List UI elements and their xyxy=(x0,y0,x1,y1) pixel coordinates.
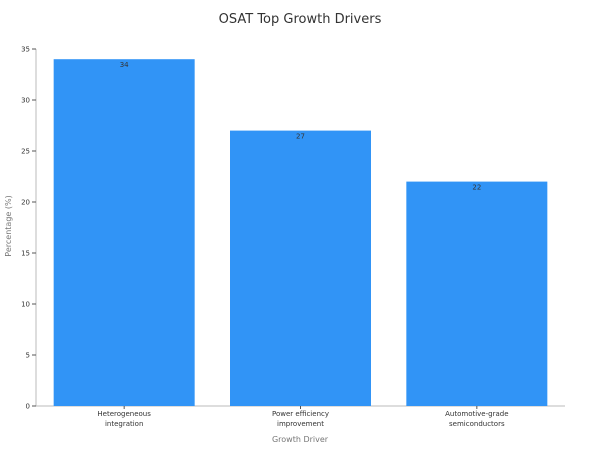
bar xyxy=(53,59,195,406)
bar-data-label: 27 xyxy=(296,133,305,141)
x-tick-label: improvement xyxy=(277,420,324,428)
bar-data-label: 22 xyxy=(472,184,481,192)
y-ticks: 0 5 10 15 20 25 30 35 xyxy=(21,46,36,411)
bar xyxy=(230,130,371,406)
chart-title: OSAT Top Growth Drivers xyxy=(219,12,382,27)
y-tick-label: 20 xyxy=(21,199,30,207)
data-labels: 34 27 22 xyxy=(120,61,482,191)
y-tick-label: 25 xyxy=(21,148,30,156)
y-tick-label: 35 xyxy=(21,46,30,54)
y-tick-label: 5 xyxy=(26,352,30,360)
bars xyxy=(53,59,548,406)
y-tick-label: 15 xyxy=(21,250,30,258)
x-tick-label: semiconductors xyxy=(449,420,505,428)
y-tick-label: 30 xyxy=(21,97,30,105)
x-tick-label: integration xyxy=(105,420,143,428)
bar xyxy=(406,181,548,406)
y-axis: 0 5 10 15 20 25 30 35 Percentage (%) xyxy=(4,46,37,411)
y-tick-label: 10 xyxy=(21,301,30,309)
y-axis-title: Percentage (%) xyxy=(4,195,13,256)
x-tick-label: Power efficiency xyxy=(272,410,329,418)
y-tick-label: 0 xyxy=(26,403,30,411)
x-tick-label: Heterogeneous xyxy=(97,410,151,418)
x-tick-labels: Heterogeneous integration Power efficiency… xyxy=(97,406,509,428)
bar-data-label: 34 xyxy=(120,61,129,69)
x-axis: Heterogeneous integration Power efficiency… xyxy=(36,405,565,444)
x-axis-title: Growth Driver xyxy=(272,435,329,444)
x-tick-label: Automotive-grade xyxy=(445,410,508,418)
